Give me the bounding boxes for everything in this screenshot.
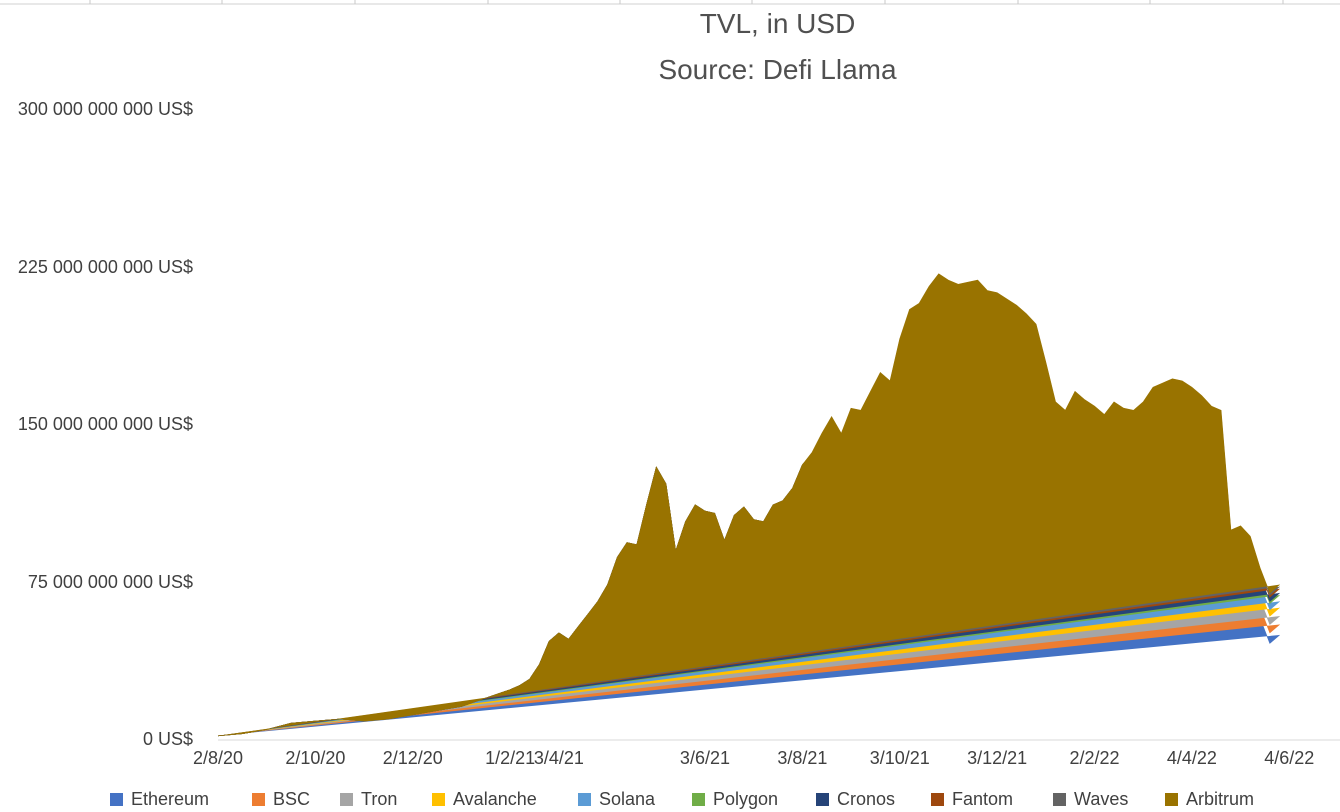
chart-subtitle: Source: Defi Llama (658, 54, 897, 85)
legend-label: Tron (361, 789, 398, 809)
x-tick-label: 2/2/22 (1069, 748, 1120, 768)
x-tick-label: 3/6/21 (679, 748, 730, 768)
legend-swatch (252, 793, 265, 806)
legend-swatch (110, 793, 123, 806)
legend-label: Waves (1074, 789, 1129, 809)
x-tick-label: 1/2/21 (485, 748, 536, 768)
legend-item-polygon: Polygon (692, 789, 778, 810)
y-tick-label: 300 000 000 000 US$ (17, 99, 193, 119)
legend-item-solana: Solana (578, 789, 655, 810)
x-tick-label: 2/10/20 (285, 748, 346, 768)
legend: Ethereum BSC Tron Avalanche Solana Polygon Cro… (0, 789, 1340, 812)
chart-top-border (0, 0, 1340, 5)
y-tick-label: 225 000 000 000 US$ (17, 256, 193, 277)
legend-label: Arbitrum (1186, 789, 1255, 809)
legend-item-bsc: BSC (252, 789, 310, 810)
legend-label: Avalanche (453, 789, 537, 809)
x-tick-label: 3/10/21 (869, 748, 930, 768)
y-tick-label: 75 000 000 000 US$ (27, 571, 193, 592)
legend-item-avalanche: Avalanche (432, 789, 537, 810)
x-tick-label: 4/4/22 (1166, 748, 1217, 768)
legend-item-waves: Waves (1053, 789, 1128, 810)
legend-label: BSC (273, 789, 311, 809)
legend-label: Cronos (837, 789, 896, 809)
x-tick-label: 4/6/22 (1264, 748, 1315, 768)
legend-item-arbitrum: Arbitrum (1165, 789, 1254, 810)
legend-label: Fantom (952, 789, 1014, 809)
legend-swatch (931, 793, 944, 806)
legend-swatch (340, 793, 353, 806)
legend-label: Ethereum (131, 789, 210, 809)
legend-label: Solana (599, 789, 656, 809)
legend-swatch (692, 793, 705, 806)
legend-label: Polygon (713, 789, 779, 809)
legend-item-ethereum: Ethereum (110, 789, 209, 810)
x-tick-label: 2/12/20 (382, 748, 443, 768)
area-series-arbitrum (217, 273, 1280, 737)
chart-title: TVL, in USD (699, 8, 856, 39)
x-tick-label: 3/8/21 (777, 748, 828, 768)
x-tick-label: 3/4/21 (533, 748, 584, 768)
legend-item-cronos: Cronos (816, 789, 895, 810)
legend-swatch (578, 793, 591, 806)
stacked-areas (217, 273, 1280, 737)
y-tick-label: 150 000 000 000 US$ (17, 414, 193, 434)
x-tick-label: 2/8/20 (192, 748, 244, 768)
legend-swatch (816, 793, 829, 806)
legend-item-tron: Tron (340, 789, 397, 810)
legend-swatch (432, 793, 445, 806)
legend-swatch (1165, 793, 1178, 806)
y-tick-label: 0 US$ (142, 729, 193, 749)
legend-swatch (1053, 793, 1066, 806)
x-tick-label: 3/12/21 (967, 748, 1028, 768)
legend-item-fantom: Fantom (931, 789, 1013, 810)
